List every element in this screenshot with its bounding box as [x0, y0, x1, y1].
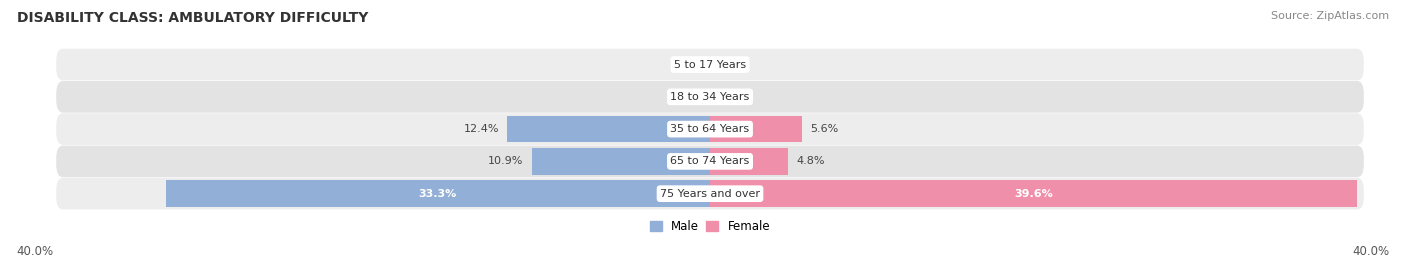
Text: Source: ZipAtlas.com: Source: ZipAtlas.com [1271, 11, 1389, 21]
Bar [531, 148, 710, 175]
FancyBboxPatch shape [56, 113, 1364, 145]
Text: 5.6%: 5.6% [810, 124, 838, 134]
Legend: Male, Female: Male, Female [650, 220, 770, 233]
Text: 18 to 34 Years: 18 to 34 Years [671, 92, 749, 102]
FancyBboxPatch shape [56, 49, 1364, 80]
Text: 65 to 74 Years: 65 to 74 Years [671, 156, 749, 167]
Text: 4.8%: 4.8% [797, 156, 825, 167]
Text: 40.0%: 40.0% [1353, 245, 1389, 258]
Text: 39.6%: 39.6% [1014, 189, 1053, 199]
Text: 40.0%: 40.0% [17, 245, 53, 258]
Text: 33.3%: 33.3% [419, 189, 457, 199]
FancyBboxPatch shape [56, 178, 1364, 210]
Bar [166, 180, 710, 207]
Text: 0.0%: 0.0% [673, 59, 702, 70]
Bar [508, 116, 710, 142]
Text: 75 Years and over: 75 Years and over [659, 189, 761, 199]
Text: 10.9%: 10.9% [488, 156, 523, 167]
Bar [710, 116, 801, 142]
Text: 0.0%: 0.0% [673, 92, 702, 102]
Text: DISABILITY CLASS: AMBULATORY DIFFICULTY: DISABILITY CLASS: AMBULATORY DIFFICULTY [17, 11, 368, 25]
Text: 5 to 17 Years: 5 to 17 Years [673, 59, 747, 70]
Bar [710, 148, 789, 175]
Bar [710, 180, 1357, 207]
Text: 12.4%: 12.4% [464, 124, 499, 134]
Text: 0.0%: 0.0% [718, 92, 747, 102]
FancyBboxPatch shape [56, 146, 1364, 177]
Text: 0.0%: 0.0% [718, 59, 747, 70]
FancyBboxPatch shape [56, 81, 1364, 113]
Text: 35 to 64 Years: 35 to 64 Years [671, 124, 749, 134]
